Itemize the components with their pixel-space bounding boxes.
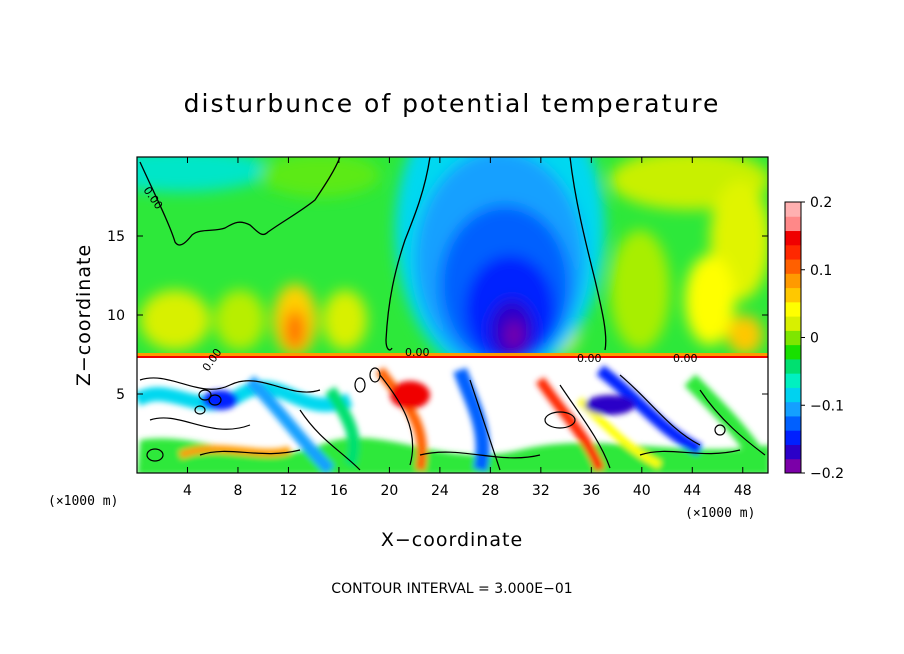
colorbar-swatch — [785, 230, 801, 246]
y-tick-label: 15 — [107, 229, 125, 245]
colorbar-swatch — [785, 358, 801, 374]
x-unit-right: (×1000 m) — [685, 506, 755, 521]
colorbar-swatch — [785, 287, 801, 303]
x-tick-label: 20 — [380, 483, 398, 499]
colorbar-swatch — [785, 301, 801, 317]
colorbar-swatch — [785, 216, 801, 232]
colorbar-swatch — [785, 344, 801, 360]
colorbar-swatch — [785, 458, 801, 474]
y-axis-title: Z−coordinate — [73, 244, 95, 386]
colorbar: 0.2 0.1 0 −0.1 −0.2 — [784, 195, 844, 482]
x-tick-label: 32 — [532, 483, 550, 499]
x-tick-label: 48 — [734, 483, 752, 499]
x-tick-label: 16 — [330, 483, 348, 499]
colorbar-tick-label: −0.2 — [810, 466, 844, 482]
colorbar-tick-label: −0.1 — [810, 398, 844, 414]
y-axis: 5 10 15 — [107, 229, 768, 403]
contour-label: 0.00 — [673, 352, 698, 365]
y-tick-label: 5 — [116, 387, 125, 403]
x-axis-title: X−coordinate — [381, 529, 523, 551]
zero-contours — [139, 157, 607, 351]
contour-interval-note: CONTOUR INTERVAL = 3.000E−01 — [331, 581, 572, 597]
x-tick-label: 8 — [233, 483, 242, 499]
colorbar-swatch — [785, 430, 801, 445]
x-tick-label: 24 — [431, 483, 449, 499]
colorbar-swatch — [785, 316, 801, 331]
x-unit-left: (×1000 m) — [48, 494, 118, 509]
colorbar-swatch — [785, 244, 801, 260]
y-tick-label: 10 — [107, 308, 125, 324]
colorbar-swatch — [785, 373, 801, 388]
upper-field-patches — [137, 157, 768, 380]
x-tick-label: 28 — [481, 483, 499, 499]
colorbar-tick-label: 0 — [810, 331, 819, 347]
colorbar-tick-label: 0.1 — [810, 263, 832, 279]
colorbar-swatch — [785, 444, 801, 460]
contour-label: 0.00 — [577, 352, 602, 365]
x-tick-label: 44 — [683, 483, 701, 499]
x-tick-label: 4 — [183, 483, 192, 499]
colorbar-swatch — [785, 387, 801, 403]
lower-field — [137, 358, 768, 473]
x-axis: 4 8 12 16 20 24 28 32 36 40 44 48 — [183, 157, 752, 499]
colorbar-swatch — [785, 273, 801, 289]
contour-label: 0.00 — [405, 346, 430, 359]
plot-area — [137, 157, 768, 473]
colorbar-swatch — [785, 401, 801, 417]
colorbar-swatch — [785, 259, 801, 274]
x-tick-label: 12 — [280, 483, 298, 499]
colorbar-tick-label: 0.2 — [810, 195, 832, 211]
colorbar-swatch — [785, 415, 801, 431]
chart-title: disturbunce of potential temperature — [184, 89, 721, 118]
colorbar-swatch — [785, 330, 801, 346]
x-tick-label: 36 — [582, 483, 600, 499]
x-tick-label: 40 — [633, 483, 651, 499]
colorbar-swatch — [785, 202, 801, 217]
